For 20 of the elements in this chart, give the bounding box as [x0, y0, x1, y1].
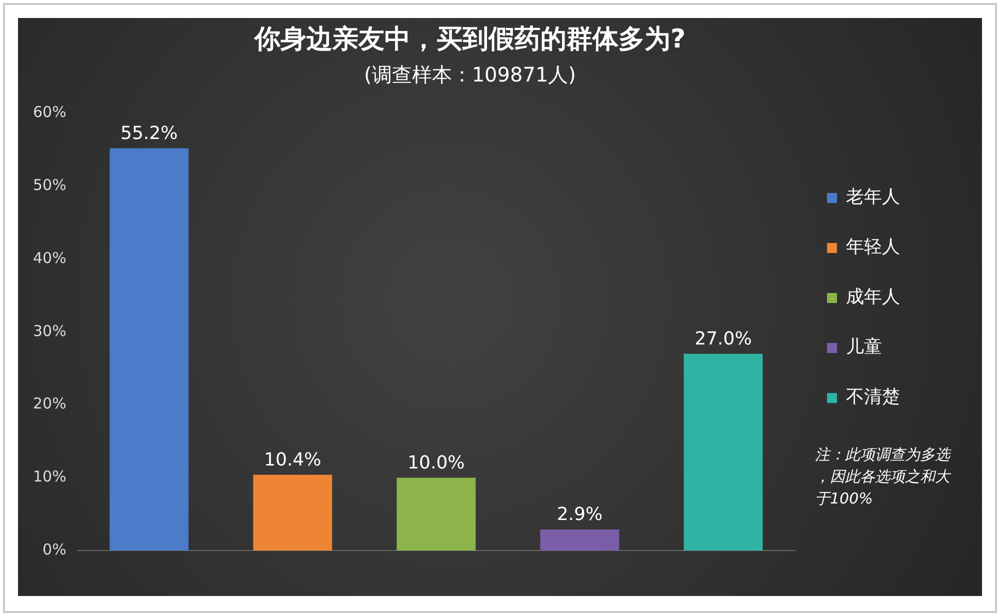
y-tick-label: 40% — [32, 248, 66, 267]
legend-label: 不清楚 — [846, 386, 900, 408]
legend-label: 年轻人 — [846, 236, 900, 258]
text: 10.4% — [264, 449, 322, 470]
legend-label: 儿童 — [846, 336, 882, 358]
y-tick-label: 30% — [32, 322, 66, 340]
legend-label: 成年人 — [846, 286, 900, 308]
legend-label: 老年人 — [846, 186, 900, 208]
text: 注：此项调查为多选，因此各选项之和大于100% — [815, 445, 952, 508]
y-tick-label: 20% — [32, 394, 66, 413]
chart-title: 你身边亲友中，买到假药的群体多为? — [253, 24, 686, 54]
y-tick-label: 60% — [32, 103, 66, 122]
text: 10.0% — [408, 452, 465, 474]
y-tick-label: 50% — [32, 176, 66, 194]
y-tick-label: 10% — [32, 468, 66, 486]
y-tick-label: 0% — [42, 540, 66, 558]
text: 27.0% — [694, 328, 752, 350]
text: 55.2% — [120, 122, 178, 144]
chart-subtitle: (调查样本：109871人) — [364, 62, 576, 86]
text: 2.9% — [556, 504, 603, 526]
